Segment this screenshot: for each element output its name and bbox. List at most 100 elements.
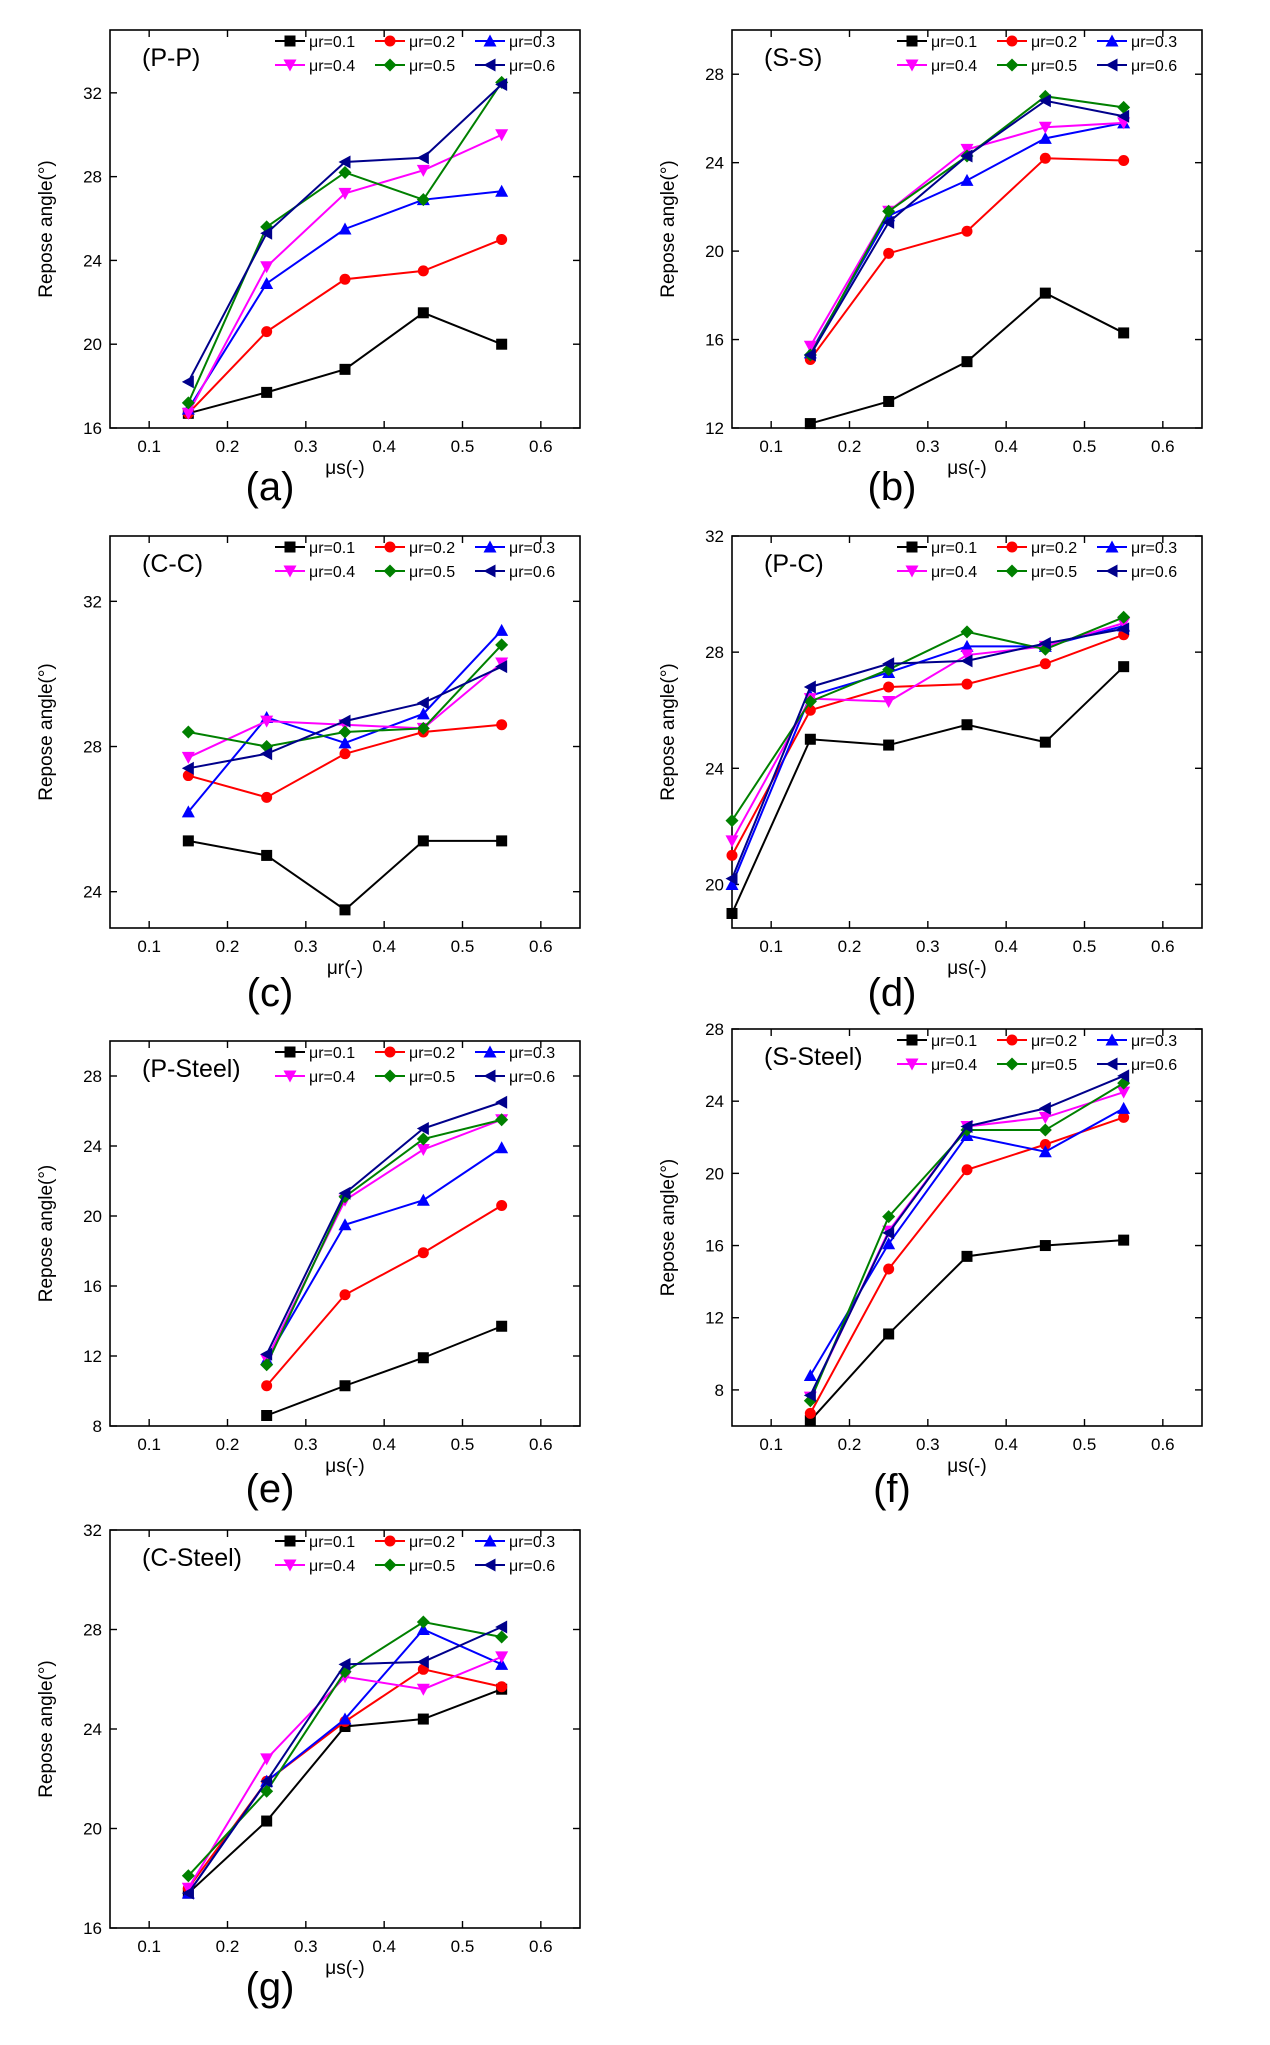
data-point [182,835,194,847]
legend-marker [483,58,496,72]
y-tick-label: 20 [705,242,724,261]
legend-label: μr=0.2 [409,1045,455,1062]
x-tick-label: 0.4 [994,437,1018,456]
series-μr=0.4 [260,1114,509,1366]
legend-label: μr=0.4 [309,1558,355,1575]
series-μr=0.1 [182,307,508,419]
data-point [261,326,273,338]
data-point [803,680,816,694]
panel-title: (P-Steel) [142,1055,241,1083]
legend-label: μr=0.1 [931,1033,977,1050]
legend-label: μr=0.1 [309,540,355,557]
x-axis-title: μs(-) [325,1958,364,1979]
series-μr=0.2 [726,629,1130,861]
data-point [181,1882,195,1895]
x-tick-label: 0.3 [916,937,940,956]
data-point [1118,1111,1130,1123]
data-point [261,1380,273,1392]
x-tick-label: 0.5 [1073,1435,1097,1454]
data-point [260,1347,273,1361]
y-tick-label: 24 [705,154,724,173]
data-point [882,1237,896,1250]
series-μr=0.2 [804,1111,1130,1419]
x-tick-label: 0.3 [294,1937,318,1956]
legend-label: μr=0.3 [509,1045,555,1062]
legend-marker [906,35,918,47]
series-μr=0.2 [804,152,1130,365]
y-tick-label: 8 [715,1381,724,1400]
chart-panel-d: 0.1 0.2 0.3 0.4 0.5 0.6 20 24 28 32 μs(-) Repose an… [658,527,1203,979]
y-tick-label: 28 [83,1621,102,1640]
data-point [495,1620,508,1634]
x-tick-label: 0.1 [137,937,161,956]
legend: μr=0.1 μr=0.2 μr=0.3 μr=0.4 μr=0.5 μr=0.6 [275,34,555,75]
legend-label: μr=0.6 [509,58,555,75]
series-line [731,665,1125,914]
series-μr=0.2 [182,1663,508,1894]
legend-label: μr=0.6 [1131,1057,1177,1074]
x-tick-label: 0.4 [372,937,396,956]
plot-frame [731,29,1203,429]
data-point [726,849,738,861]
plot-frame [109,29,581,429]
data-point [725,814,739,828]
legend-marker [1006,541,1018,553]
x-axis-title: μs(-) [325,458,364,479]
y-tick-label: 12 [83,1347,102,1366]
data-point [417,835,429,847]
legend-label: μr=0.5 [1031,58,1077,75]
data-point [804,418,816,430]
data-point [1039,658,1051,670]
data-point [1038,1111,1052,1124]
y-tick-label: 24 [83,1137,102,1156]
plot-frame [731,535,1203,929]
legend-marker [483,1045,497,1058]
series-line [809,1239,1124,1422]
data-point [882,696,896,709]
series-μr=0.4 [725,617,1131,848]
data-point [338,725,352,739]
data-point [496,233,508,245]
series-line [731,627,1124,880]
data-point [495,1657,509,1670]
data-point [496,1320,508,1332]
legend-marker [1105,1057,1118,1071]
legend-marker [1005,58,1019,72]
x-tick-label: 0.1 [759,937,783,956]
legend-label: μr=0.2 [1031,1033,1077,1050]
subfigure-label: (e) [246,1467,295,1511]
data-point [181,1886,194,1900]
x-axis-title: μs(-) [325,1456,364,1477]
data-point [960,649,974,662]
y-tick-label: 28 [705,643,724,662]
series-line [265,1118,502,1366]
data-point [338,1186,351,1200]
legend-label: μr=0.4 [309,564,355,581]
data-point [1038,1123,1052,1137]
data-point [416,1615,430,1629]
data-point [416,1132,430,1146]
data-point [1117,100,1131,114]
data-point [416,707,430,720]
y-tick-label: 28 [83,168,102,187]
data-point [416,151,429,165]
legend-marker [483,1534,497,1547]
y-tick-label: 12 [705,419,724,438]
x-axis-title: μs(-) [947,1456,986,1477]
y-axis-title: Repose angle(°) [36,663,57,801]
legend: μr=0.1 μr=0.2 μr=0.3 μr=0.4 μr=0.5 μr=0.6 [897,540,1177,581]
series-line [809,95,1124,356]
data-point [882,1210,896,1224]
y-tick-label: 20 [83,1820,102,1839]
data-point [803,348,816,362]
data-point [416,1122,429,1135]
series-μr=0.5 [181,1615,509,1883]
data-point [416,1623,430,1635]
data-point [1038,94,1051,108]
y-tick-label: 32 [83,84,102,103]
data-point [261,1815,273,1827]
data-point [416,164,430,177]
x-tick-label: 0.5 [451,437,475,456]
data-point [339,1380,351,1392]
data-point [338,222,352,235]
